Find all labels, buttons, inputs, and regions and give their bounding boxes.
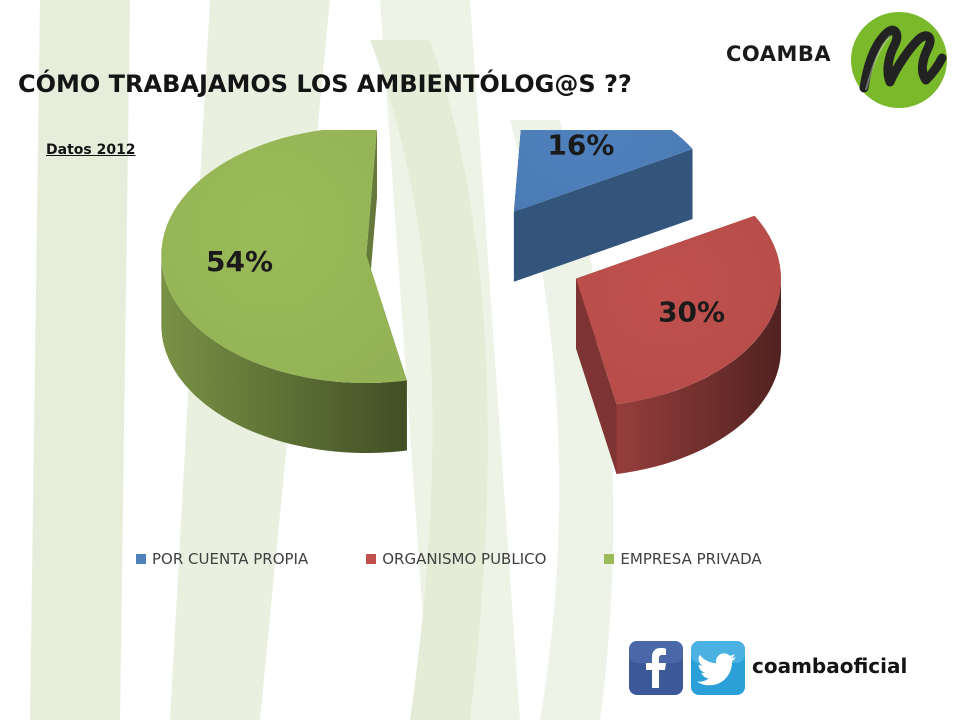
facebook-icon[interactable] xyxy=(628,640,684,696)
data-label-1: 30% xyxy=(658,296,725,329)
page-title: CÓMO TRABAJAMOS LOS AMBIENTÓLOG@S ?? xyxy=(18,70,632,98)
legend-swatch-blue xyxy=(136,554,146,564)
legend-label: POR CUENTA PROPIA xyxy=(152,550,309,568)
data-year-label: Datos 2012 xyxy=(46,142,136,158)
pie-slice-1 xyxy=(576,215,782,475)
social-links xyxy=(628,640,752,696)
pie-chart: 16% 30% 54% xyxy=(161,130,782,475)
coamba-logo-icon xyxy=(851,12,947,108)
legend-swatch-green xyxy=(604,554,615,564)
chart-legend: POR CUENTA PROPIA ORGANISMO PUBLICO EMPR… xyxy=(136,550,762,568)
legend-item-cuenta-propia: POR CUENTA PROPIA xyxy=(136,550,308,568)
legend-label: ORGANISMO PUBLICO xyxy=(382,550,547,568)
legend-item-empresa-privada: EMPRESA PRIVADA xyxy=(604,550,762,568)
data-label-2: 54% xyxy=(206,245,273,278)
data-label-0: 16% xyxy=(547,130,614,161)
social-handle: coambaoficial xyxy=(752,654,908,678)
brand-name: COAMBA xyxy=(726,42,832,66)
pie-slice-0 xyxy=(513,130,693,282)
legend-swatch-red xyxy=(366,554,377,564)
twitter-icon[interactable] xyxy=(690,640,746,696)
pie-slice-2 xyxy=(161,130,407,453)
legend-label: EMPRESA PRIVADA xyxy=(620,550,762,568)
legend-item-organismo-publico: ORGANISMO PUBLICO xyxy=(366,550,546,568)
